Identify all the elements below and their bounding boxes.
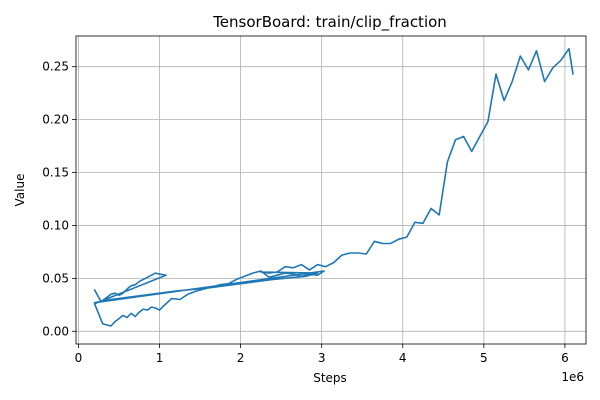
x-axis-offset-label: 1e6: [561, 370, 584, 384]
chart-title: TensorBoard: train/clip_fraction: [212, 13, 447, 32]
x-tick-label: 6: [561, 351, 569, 365]
x-tick-label: 4: [399, 351, 407, 365]
y-tick-label: 0.05: [42, 271, 69, 285]
y-tick-label: 0.20: [42, 113, 69, 127]
series-line: [93, 47, 574, 327]
x-axis-label: Steps: [313, 371, 347, 385]
y-tick-label: 0.25: [42, 60, 69, 74]
x-tick-label: 0: [75, 351, 83, 365]
grid: [76, 36, 586, 344]
x-tick-label: 2: [237, 351, 245, 365]
series-layer: [93, 47, 574, 327]
plot-frame: [75, 35, 587, 345]
x-tick-label: 5: [480, 351, 488, 365]
y-axis-label: Value: [13, 174, 27, 207]
x-tick-label: 3: [318, 351, 326, 365]
x-tick-label: 1: [156, 351, 164, 365]
y-tick-label: 0.15: [42, 166, 69, 180]
y-tick-label: 0.10: [42, 218, 69, 232]
ticks: 0 1 2 3 4 5 6 0.00 0.05 0.10 0.15 0.20 0.25: [42, 60, 568, 365]
y-tick-label: 0.00: [42, 324, 69, 338]
